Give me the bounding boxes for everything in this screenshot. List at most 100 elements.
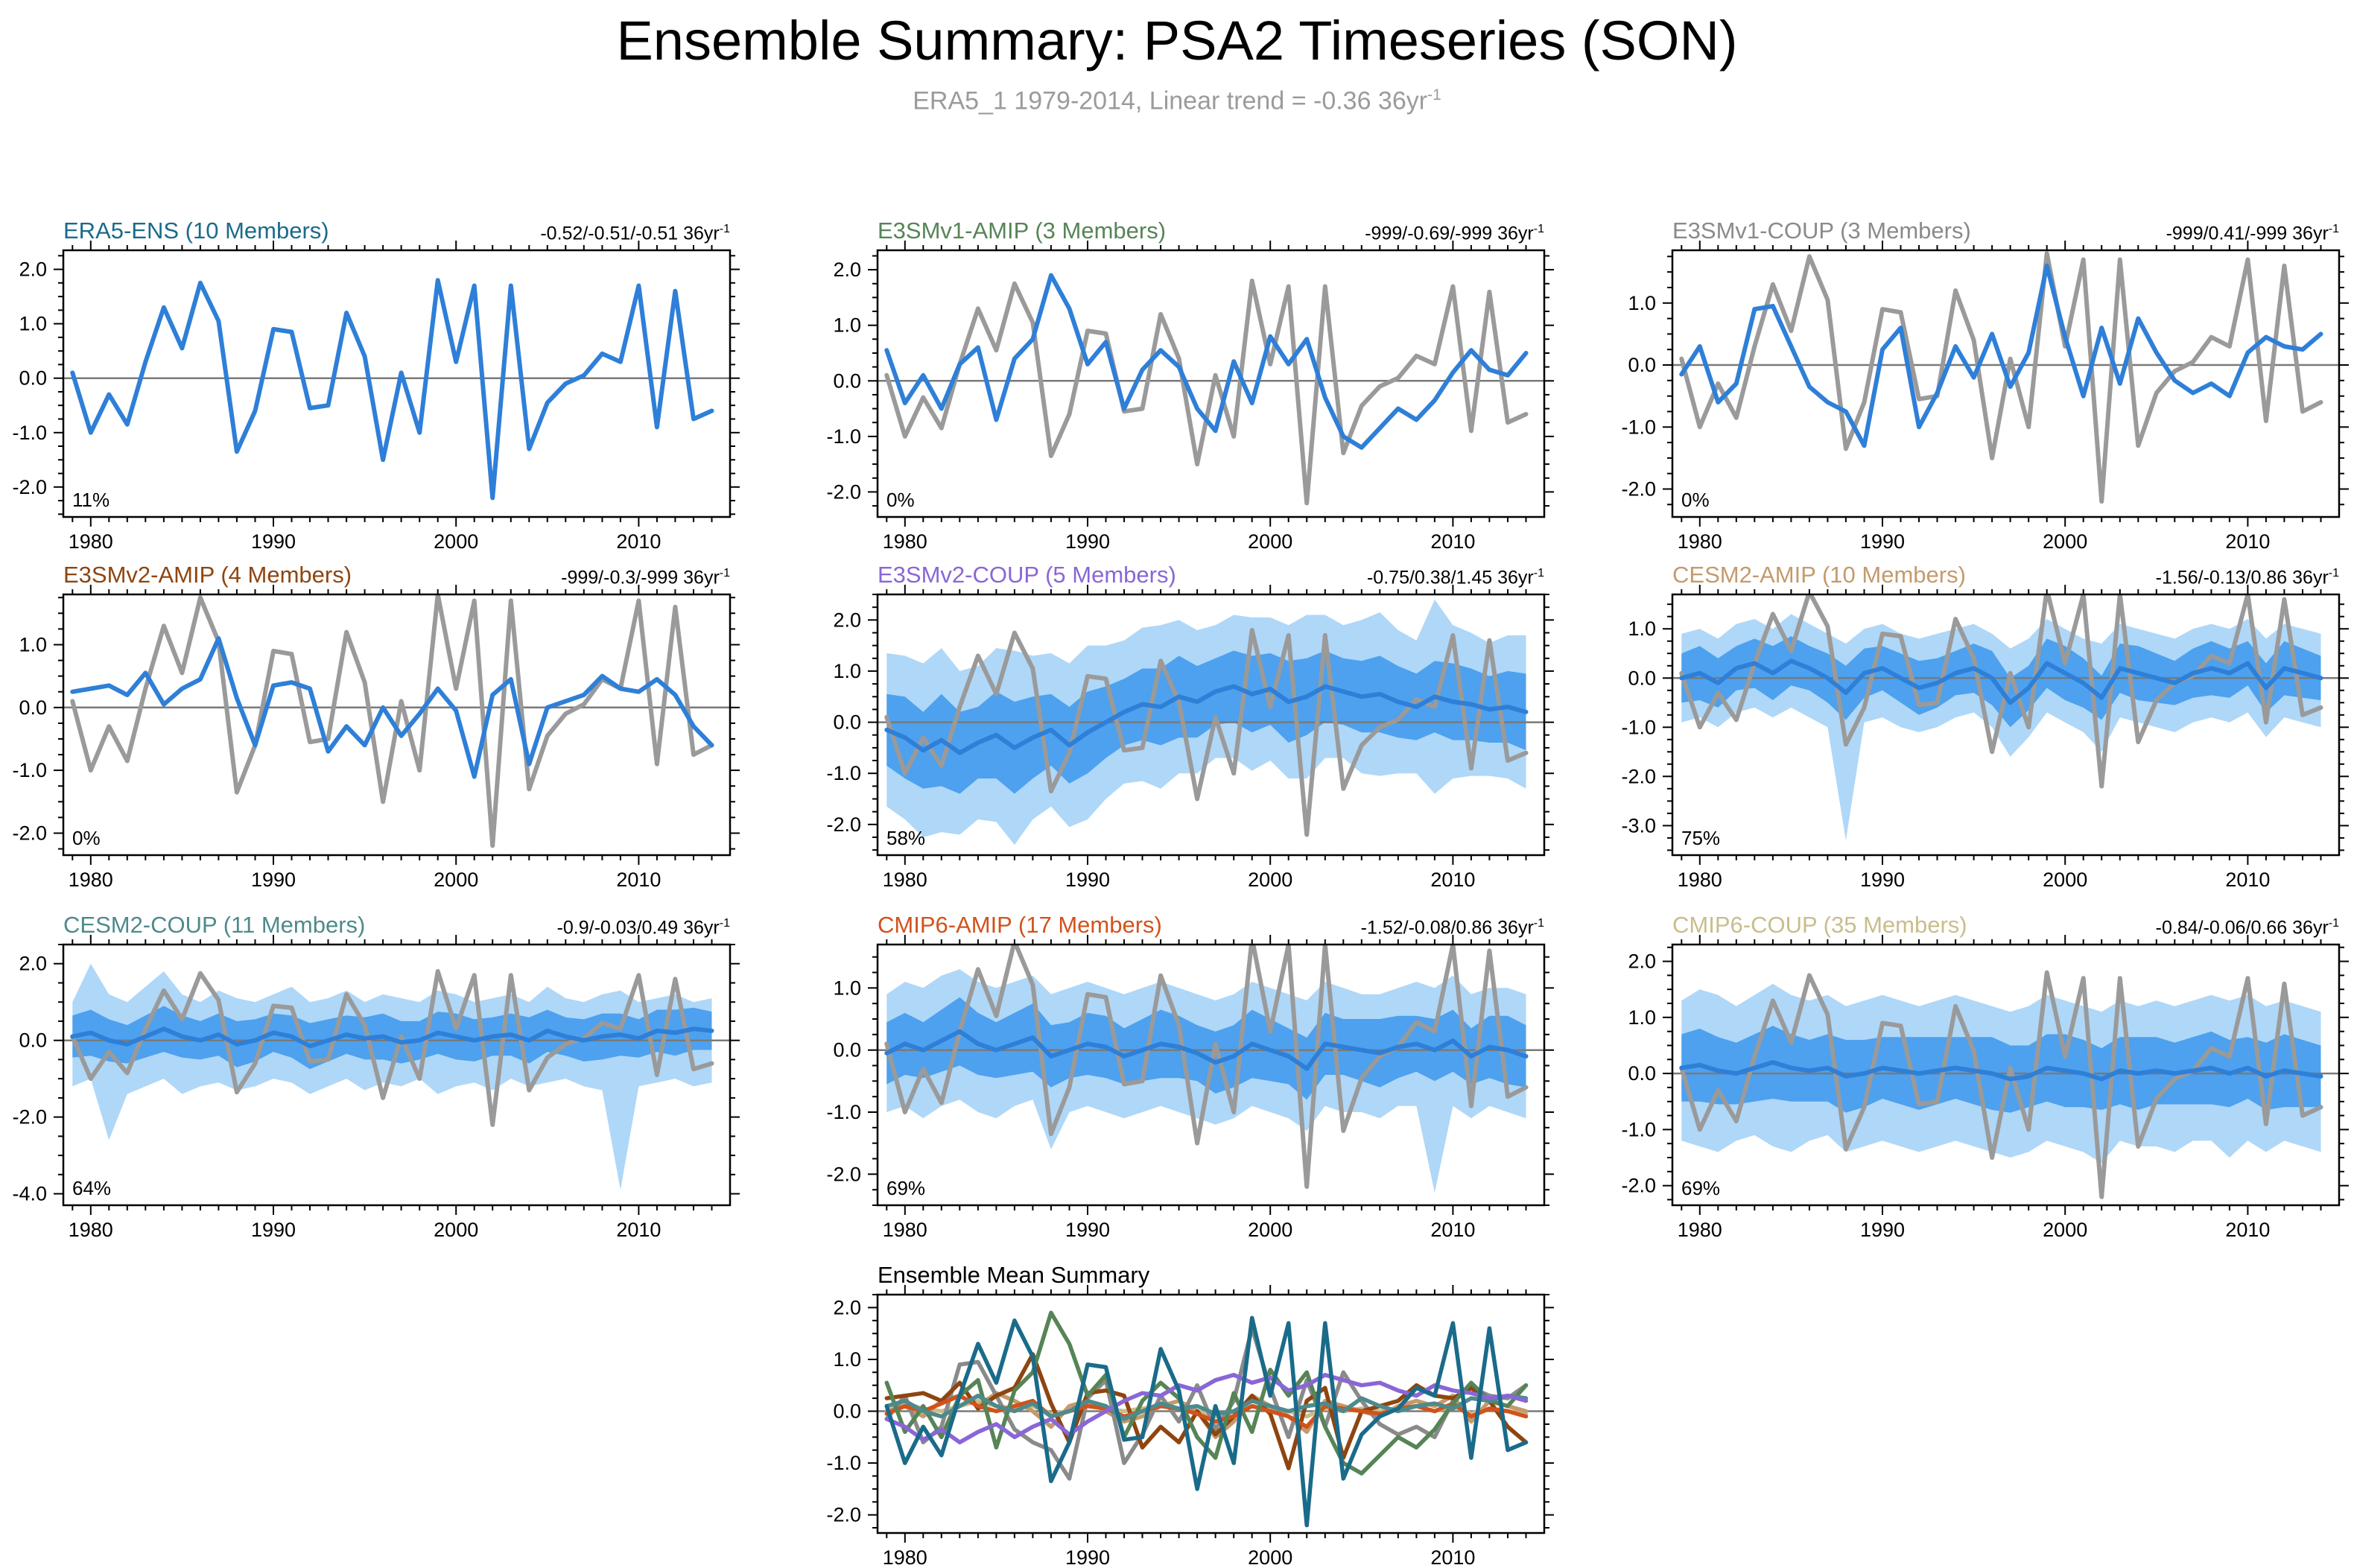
series-lines (884, 1310, 1529, 1528)
percent-label: 0% (72, 827, 101, 849)
series-lines (70, 278, 714, 501)
summary-line-e3smv2-coup (884, 1373, 1529, 1445)
panel-trend-label: -999/-0.69/-999 36yr-1 (1365, 222, 1544, 244)
x-tick-label: 1990 (1860, 869, 1905, 889)
y-tick-label: -2.0 (826, 480, 861, 503)
x-tick-label: 2010 (1430, 530, 1475, 551)
summary-line-cesm2-coup (884, 1393, 1529, 1421)
observation-line (884, 628, 1529, 837)
x-tick-label: 2010 (1430, 1546, 1475, 1567)
panel-trend-exponent: -1 (2328, 916, 2339, 930)
x-tick-label: 2000 (434, 1219, 478, 1240)
y-tick-label: -1.0 (826, 762, 861, 784)
x-tick-label: 2010 (2225, 530, 2270, 551)
observation-line (1679, 251, 2323, 504)
plot-frame (1671, 943, 2341, 1207)
y-tick-label: -1.0 (1621, 1118, 1656, 1140)
y-tick-label: 0.0 (1628, 354, 1656, 376)
plot-frame (876, 1293, 1546, 1534)
y-tick-label: 1.0 (833, 314, 861, 337)
panel-trend-label: -0.52/-0.51/-0.51 36yr-1 (540, 222, 730, 244)
x-tick-label: 1980 (1678, 1219, 1722, 1240)
percent-label: 69% (1681, 1177, 1720, 1199)
y-tick-label: 1.0 (1628, 292, 1656, 314)
ensemble-bands (1681, 614, 2321, 841)
panel-cmip6-coup: CMIP6-COUP (35 Members) -0.84/-0.06/0.66 … (1609, 912, 2354, 1240)
panel-e3smv1-amip: E3SMv1-AMIP (3 Members) -999/-0.69/-999 3… (814, 218, 1559, 551)
y-tick-label: 2.0 (833, 609, 861, 631)
x-tick-label: 1980 (883, 530, 927, 551)
plot-frame (1671, 593, 2341, 857)
ensemble-mean-line (70, 1026, 714, 1049)
panel-trend-label: -999/0.41/-999 36yr-1 (2166, 222, 2339, 244)
ensemble-mean-line (70, 278, 714, 501)
percent-label: 64% (72, 1177, 111, 1199)
axis-ticks (868, 241, 1554, 527)
x-tick-label: 2000 (1248, 869, 1292, 889)
plot-frame (62, 249, 732, 518)
panel-trend-exponent: -1 (1533, 222, 1544, 235)
plot-cmip6-amip: 1980 1990 2000 2010 -2.0 -1.0 0.0 1.0 69% (826, 935, 1554, 1240)
x-tick-label: 2000 (434, 530, 478, 551)
x-tick-label: 2000 (1248, 1219, 1292, 1240)
y-tick-label: -2.0 (1621, 1175, 1656, 1197)
x-tick-label: 2000 (1248, 1546, 1292, 1567)
plot-frame (62, 943, 732, 1207)
x-tick-label: 1980 (69, 869, 113, 889)
panel-trend-exponent: -1 (1533, 916, 1544, 930)
x-tick-label: 1990 (1860, 530, 1905, 551)
x-tick-label: 1990 (1860, 1219, 1905, 1240)
y-tick-label: -2.0 (826, 1504, 861, 1526)
x-tick-label: 1990 (251, 1219, 296, 1240)
y-tick-label: -1.0 (12, 422, 47, 444)
panel-header: E3SMv2-COUP (5 Members) -0.75/0.38/1.45 3… (878, 562, 1544, 588)
panel-header: CMIP6-COUP (35 Members) -0.84/-0.06/0.66 … (1672, 912, 2339, 939)
x-tick-label: 2010 (616, 869, 661, 889)
x-tick-label: 1990 (251, 869, 296, 889)
series-lines (884, 945, 1529, 1189)
panel-trend-label: -1.56/-0.13/0.86 36yr-1 (2155, 566, 2339, 588)
y-tick-label: 2.0 (833, 1296, 861, 1318)
y-tick-label: 1.0 (833, 1348, 861, 1371)
panel-header: CESM2-COUP (11 Members) -0.9/-0.03/0.49 3… (63, 912, 730, 939)
panel-header: CMIP6-AMIP (17 Members) -1.52/-0.08/0.86 … (878, 912, 1544, 939)
percent-label: 69% (886, 1177, 925, 1199)
panel-era5-ens: ERA5-ENS (10 Members) -0.52/-0.51/-0.51 3… (0, 218, 745, 551)
observation-line (884, 279, 1529, 506)
plot-frame (62, 593, 732, 857)
panel-title: Ensemble Mean Summary (878, 1262, 1150, 1288)
figure-title: Ensemble Summary: PSA2 Timeseries (SON) (616, 10, 1738, 72)
x-tick-label: 2010 (616, 530, 661, 551)
panel-trend-exponent: -1 (719, 566, 730, 580)
x-tick-label: 1980 (69, 530, 113, 551)
x-tick-label: 1990 (251, 530, 296, 551)
ensemble-mean-line (70, 636, 714, 779)
y-tick-label: 0.0 (19, 696, 47, 719)
observation-line (1679, 594, 2323, 789)
series-lines (1679, 970, 2323, 1199)
ensemble-mean-line (1679, 263, 2323, 448)
x-tick-label: 1980 (883, 869, 927, 889)
y-tick-label: 0.0 (19, 1029, 47, 1052)
y-tick-label: 2.0 (1628, 950, 1656, 973)
y-tick-label: 0.0 (833, 711, 861, 734)
panel-title: CMIP6-COUP (35 Members) (1672, 912, 1967, 938)
panel-trend-label: -0.75/0.38/1.45 36yr-1 (1366, 566, 1544, 588)
panel-header: ERA5-ENS (10 Members) -0.52/-0.51/-0.51 3… (63, 218, 730, 244)
y-tick-label: -1.0 (826, 1101, 861, 1123)
y-tick-label: -3.0 (1621, 814, 1656, 837)
x-tick-label: 2010 (1430, 1219, 1475, 1240)
summary-line-era5-ens (884, 1315, 1529, 1528)
x-tick-label: 2010 (2225, 869, 2270, 889)
x-tick-label: 1990 (1065, 1546, 1110, 1567)
x-tick-label: 2010 (2225, 1219, 2270, 1240)
x-tick-label: 2000 (2043, 530, 2087, 551)
observation-line (884, 945, 1529, 1189)
x-tick-label: 2000 (434, 869, 478, 889)
plot-frame (876, 593, 1546, 857)
figure-subtitle-text: ERA5_1 1979-2014, Linear trend = -0.36 3… (913, 86, 1428, 115)
ensemble-mean-line (1679, 658, 2323, 705)
x-tick-label: 1980 (1678, 869, 1722, 889)
y-tick-label: 1.0 (1628, 1006, 1656, 1029)
plot-e3smv1-amip: 1980 1990 2000 2010 -2.0 -1.0 0.0 1.0 2.0 0% (826, 241, 1554, 551)
